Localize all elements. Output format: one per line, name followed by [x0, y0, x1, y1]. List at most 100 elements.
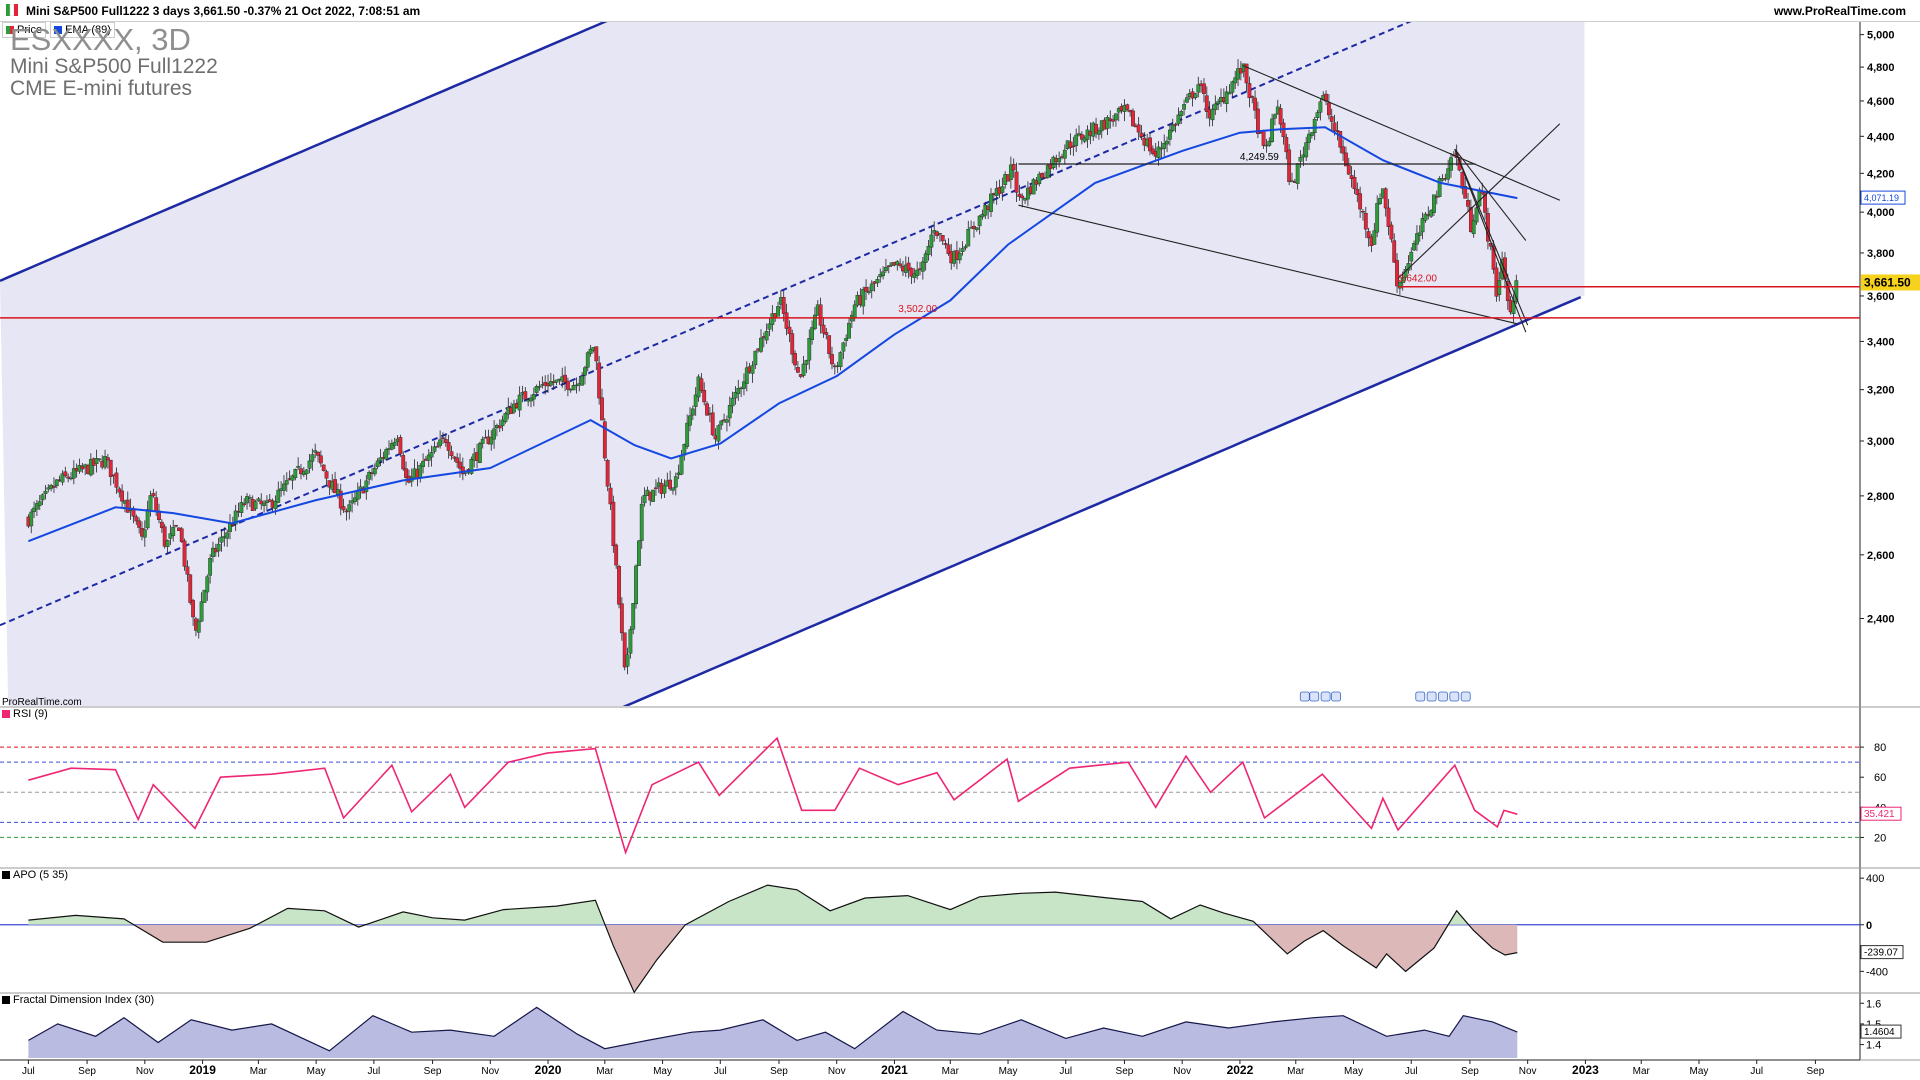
candle-up [1213, 103, 1218, 111]
legend-ema-label: EMA (89) [65, 24, 111, 36]
candle-up [673, 476, 678, 488]
candle-up [367, 471, 372, 480]
candle-up [500, 419, 505, 426]
candle-up [585, 352, 590, 368]
candle-down [705, 403, 709, 416]
candle-up [389, 443, 394, 450]
candle-down [1287, 149, 1292, 183]
candle-down [827, 335, 832, 354]
candle-down [597, 362, 602, 399]
candle-down [137, 520, 142, 528]
apo-swatch-icon [2, 871, 10, 879]
price-axis-label: 4,200 [1867, 168, 1895, 180]
time-axis-label: Nov [136, 1066, 154, 1077]
fdi-legend-label: Fractal Dimension Index (30) [13, 994, 155, 1006]
candle-up [571, 385, 576, 391]
candle-down [943, 243, 948, 245]
candle-down [1366, 231, 1371, 239]
time-axis-label: Nov [1519, 1066, 1537, 1077]
candle-up [813, 314, 817, 329]
candle-up [313, 450, 318, 453]
candle-down [1327, 102, 1331, 116]
candle-down [162, 526, 167, 547]
candle-up [245, 496, 249, 504]
candle-up [869, 283, 874, 291]
candle-up [239, 502, 244, 513]
candle-up [534, 386, 539, 393]
candle-up [392, 442, 397, 446]
candle-down [455, 457, 460, 463]
candle-down [1256, 108, 1260, 135]
candle-up [480, 438, 485, 444]
ema-89-line [28, 126, 1518, 543]
channel-upper-line [0, 22, 608, 282]
candle-down [1468, 207, 1473, 232]
candle-up [923, 253, 928, 263]
candle-up [1165, 140, 1169, 145]
candle-up [372, 467, 377, 475]
candle-up [256, 498, 261, 501]
candle-up [296, 466, 301, 468]
candle-down [114, 472, 119, 488]
candle-up [554, 379, 559, 383]
candle-down [401, 455, 406, 470]
candle-down [134, 516, 139, 522]
candle-up [142, 529, 147, 538]
candle-up [1290, 180, 1294, 183]
candle-up [1474, 207, 1479, 223]
event-marker-icon [1415, 691, 1426, 702]
candle-up [293, 469, 298, 479]
candle-down [622, 632, 627, 668]
legend-ema[interactable]: EMA (89) [50, 22, 115, 38]
candle-down [523, 391, 528, 400]
candle-up [1051, 156, 1056, 168]
candle-down [605, 460, 610, 487]
time-axis-label: 2020 [535, 1063, 562, 1077]
candle-up [353, 497, 357, 502]
candle-up [693, 394, 698, 407]
candle-up [1236, 68, 1240, 80]
candle-down [125, 499, 130, 513]
fdi-legend[interactable]: Fractal Dimension Index (30) [2, 994, 155, 1006]
candle-up [625, 654, 630, 667]
candle-down [1332, 122, 1337, 131]
candle-up [1114, 113, 1118, 121]
time-axis-label: Jul [1405, 1066, 1418, 1077]
candle-up [1193, 93, 1198, 99]
candle-down [796, 367, 800, 373]
candle-up [418, 465, 423, 478]
price-axis-label: 3,400 [1867, 336, 1895, 348]
candle-up [1185, 97, 1189, 103]
candle-down [821, 324, 826, 334]
support-label-3502: 3,502.00 [898, 304, 937, 315]
candle-down [441, 437, 445, 439]
candle-down [566, 380, 570, 390]
candle-up [841, 342, 846, 352]
candle-up [980, 213, 985, 218]
rsi-legend[interactable]: RSI (9) [2, 708, 48, 720]
candle-up [716, 425, 721, 442]
candle-down [80, 465, 85, 470]
legend-price[interactable]: Price [2, 22, 47, 38]
candle-up [216, 543, 221, 552]
candle-up [1420, 218, 1425, 233]
time-axis-label: Nov [828, 1066, 846, 1077]
apo-value-tag [1860, 945, 1904, 960]
fdi-swatch-icon [2, 996, 10, 1004]
candle-down [242, 503, 247, 505]
candle-up [810, 327, 815, 340]
candle-up [759, 337, 763, 352]
candle-down [600, 397, 604, 421]
price-axis-label: 3,200 [1867, 385, 1895, 397]
candle-up [801, 363, 806, 376]
candle-down [299, 468, 303, 475]
candle-down [668, 479, 673, 490]
apo-line [28, 884, 1518, 994]
site-url[interactable]: www.ProRealTime.com [1773, 4, 1906, 18]
time-axis-label: Mar [942, 1066, 960, 1077]
candle-down [117, 488, 122, 493]
candle-up [1008, 164, 1013, 180]
candle-up [60, 473, 65, 483]
apo-legend[interactable]: APO (5 35) [2, 869, 69, 881]
